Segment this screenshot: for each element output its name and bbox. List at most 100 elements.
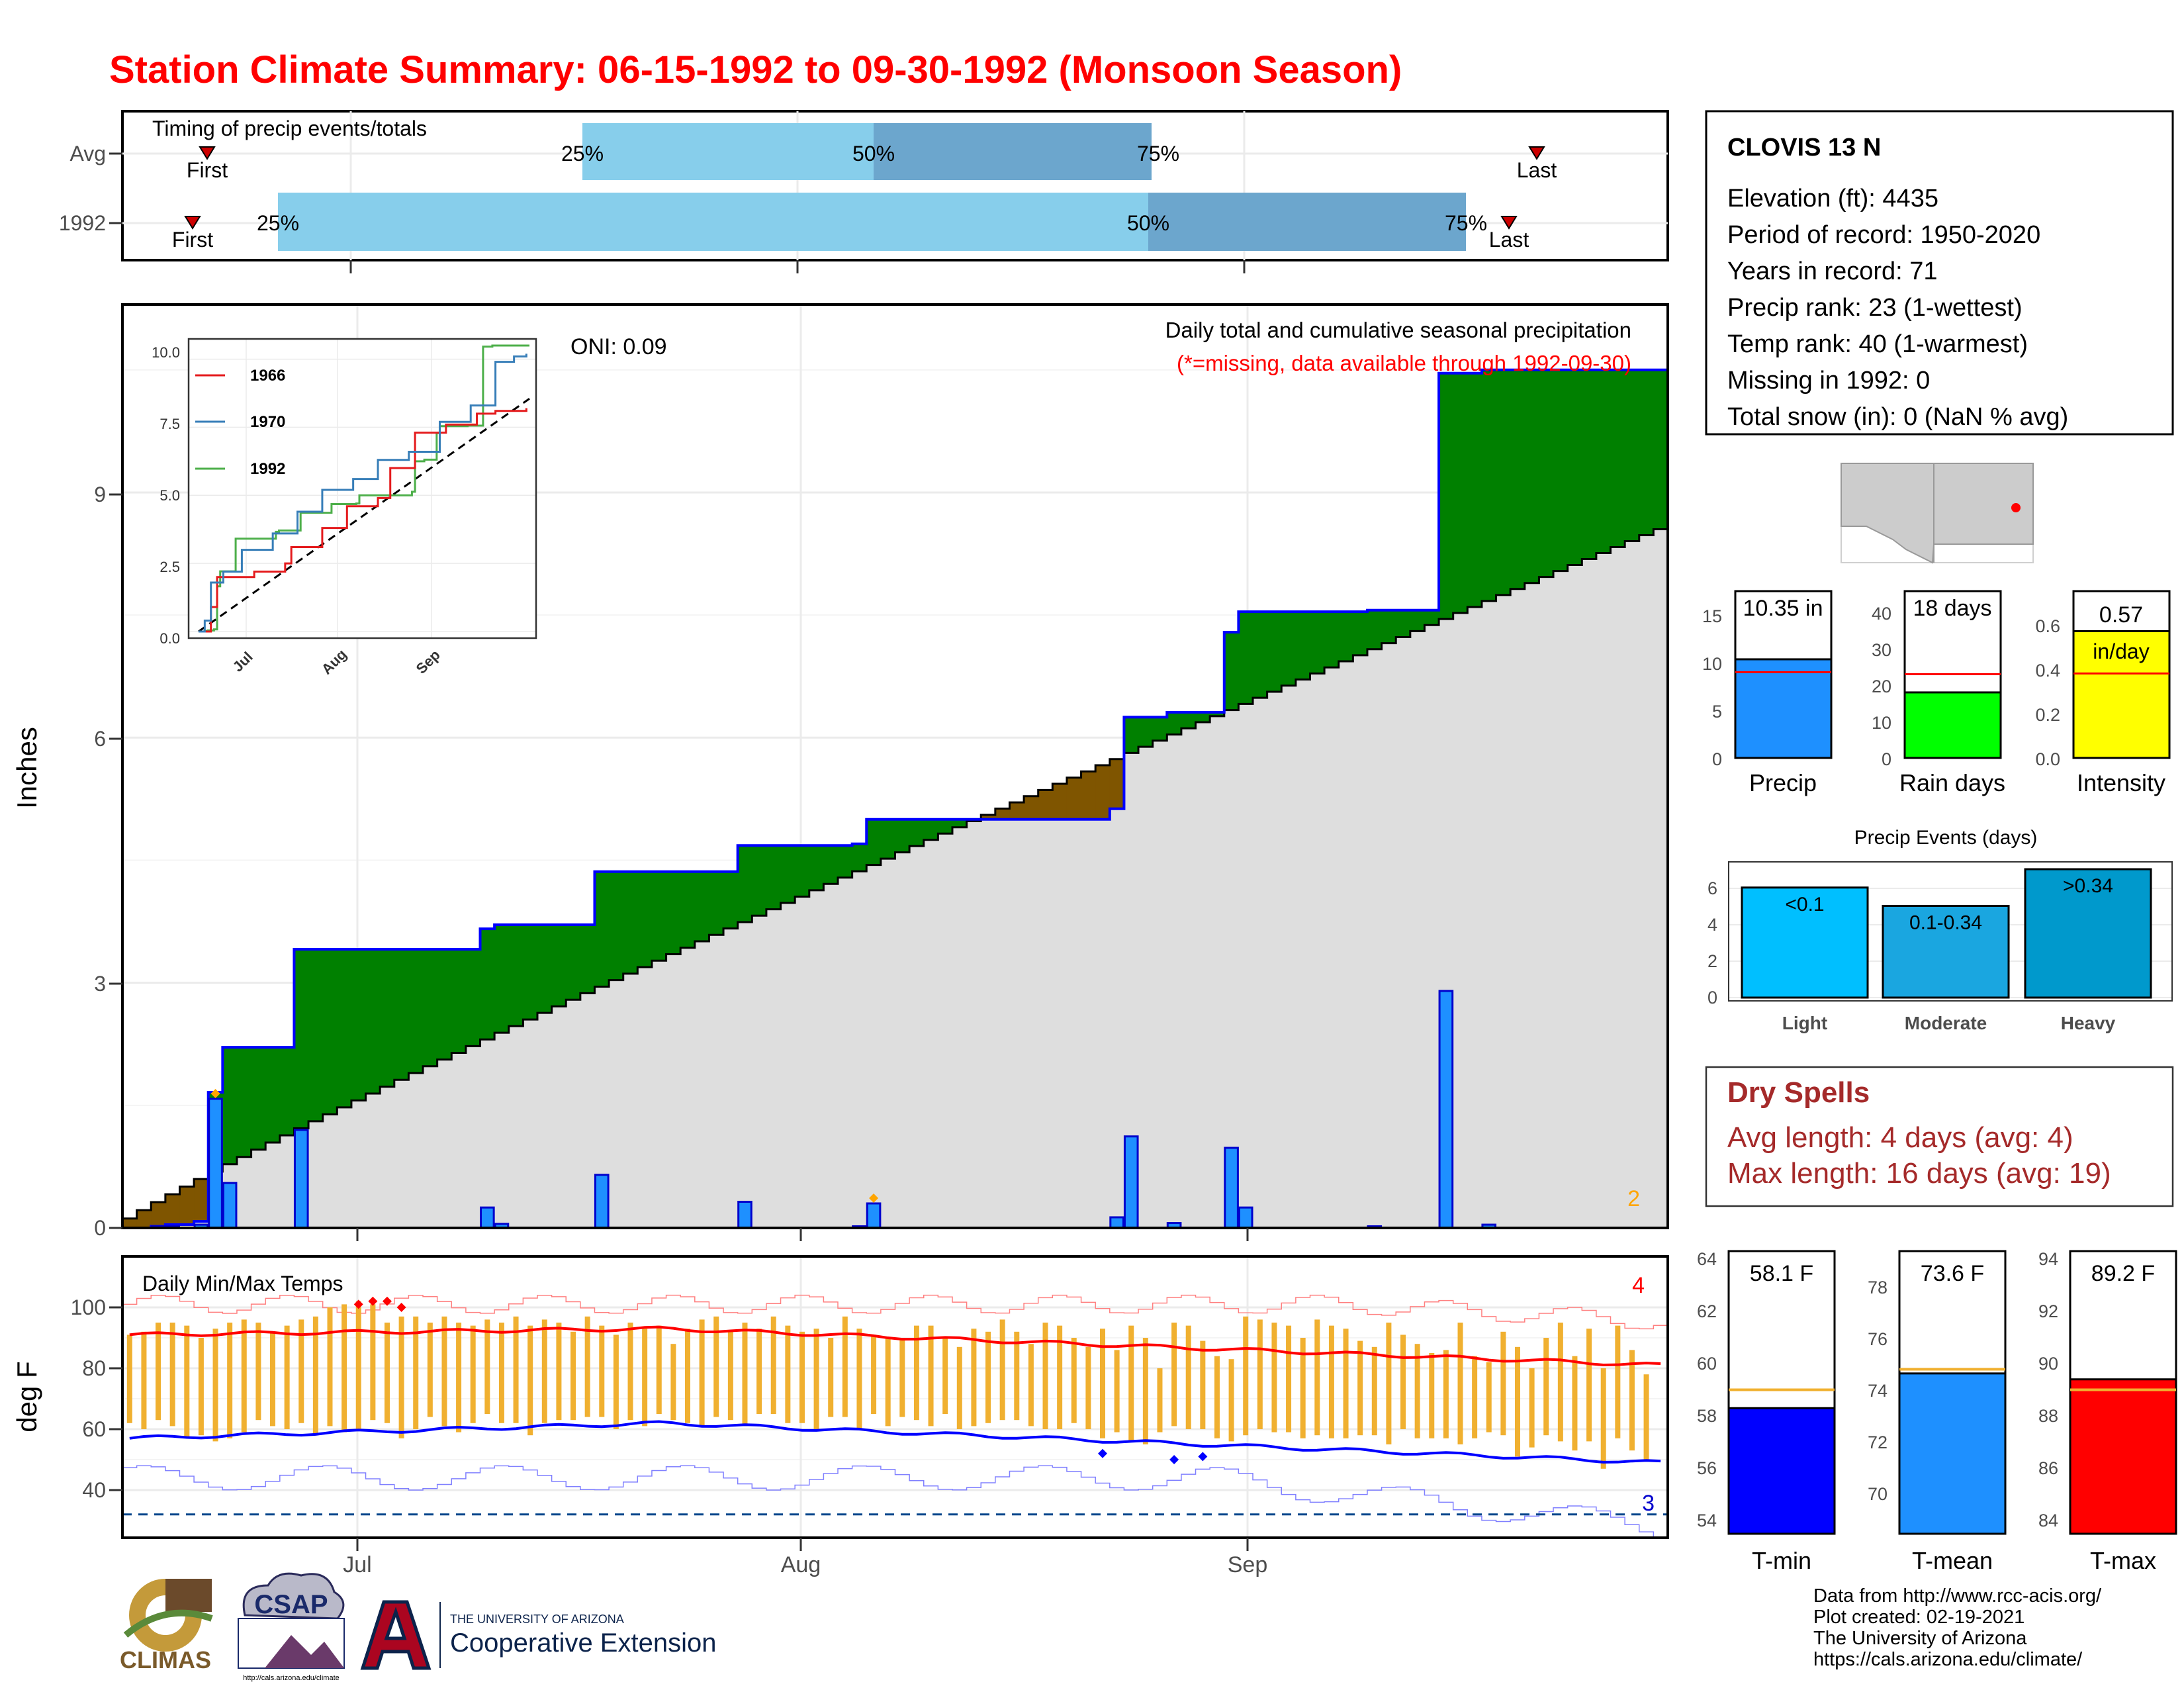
inset-legend-1966: 1966 xyxy=(250,367,285,385)
inset-line-1966 xyxy=(199,408,527,633)
above-avg-segment xyxy=(838,845,853,878)
temp-summary-bars: 58.1 F T-min 54 56 58 60 62 64 73.6 F T-… xyxy=(1697,1249,2177,1574)
above-avg-segment xyxy=(465,949,481,1047)
above-avg-segment xyxy=(594,871,610,987)
daily-temp-bar xyxy=(141,1331,147,1429)
daily-temp-bar xyxy=(1343,1329,1349,1438)
daily-temp-bar xyxy=(212,1329,218,1442)
above-avg-segment xyxy=(1210,712,1225,716)
xtick-jul: Jul xyxy=(343,1552,371,1577)
csap-logo[interactable]: CSAP http://cals.arizona.edu/climate xyxy=(238,1572,345,1682)
ua-line-1: THE UNIVERSITY OF ARIZONA xyxy=(450,1613,624,1626)
station-temp-rank: Temp rank: 40 (1-warmest) xyxy=(1727,330,2028,358)
daily-temp-bar xyxy=(427,1323,433,1417)
daily-temp-bar xyxy=(1443,1350,1449,1438)
above-avg-segment xyxy=(895,819,910,853)
climas-logo[interactable]: CLIMAS xyxy=(120,1579,213,1673)
temp-panel-label: Daily Min/Max Temps xyxy=(142,1272,343,1295)
avg-last-label: Last xyxy=(1517,158,1557,182)
credit-line-3: The University of Arizona xyxy=(1813,1628,2027,1649)
above-avg-segment xyxy=(1267,612,1282,692)
above-avg-segment xyxy=(1324,612,1340,668)
daily-temp-bar xyxy=(1200,1340,1206,1429)
cumulative-1992-line xyxy=(122,368,1668,1229)
daily-temp-bar xyxy=(1042,1323,1048,1429)
intensity-ytick-6: 0.6 xyxy=(2035,616,2060,636)
above-avg-segment xyxy=(1539,369,1554,577)
temp-panel: Daily Min/Max Temps 4 3 deg F 40 60 80 1… xyxy=(11,1255,1669,1577)
timing-row-1992: 1992 xyxy=(59,211,106,235)
station-info-box: CLOVIS 13 N Elevation (ft): 4435 Period … xyxy=(1705,110,2174,436)
above-avg-segment xyxy=(236,1047,252,1157)
daily-temp-bar xyxy=(169,1323,175,1427)
daily-precip-bar xyxy=(480,1206,495,1229)
event-tag-heavy: >0.34 xyxy=(2063,875,2113,897)
avg-cumulative-line xyxy=(122,528,1668,1220)
temp-ytick-60: 60 xyxy=(82,1417,106,1441)
above-avg-segment xyxy=(308,949,324,1121)
daily-temp-bar xyxy=(799,1331,805,1423)
above-avg-segment xyxy=(1453,373,1468,614)
daily-temp-bar xyxy=(1228,1359,1234,1442)
precip-summary-ytick-10: 10 xyxy=(1702,654,1722,674)
above-avg-segment xyxy=(537,924,553,1013)
daily-temp-bar xyxy=(1643,1374,1649,1460)
temp-count-hot: 4 xyxy=(1632,1273,1645,1298)
daily-temp-bar xyxy=(1057,1325,1063,1429)
precip-events-title: Precip Events (days) xyxy=(1854,827,2038,849)
daily-temp-bar xyxy=(1114,1350,1120,1432)
y1992-q75-label: 75% xyxy=(1445,211,1487,235)
above-avg-segment xyxy=(222,1047,238,1164)
above-avg-segment xyxy=(508,924,523,1027)
daily-precip-bar xyxy=(594,1174,610,1229)
daily-temp-bar xyxy=(813,1329,819,1429)
raindays-summary-value: 18 days xyxy=(1913,596,1991,621)
record-high-marker xyxy=(353,1299,363,1309)
above-avg-segment xyxy=(1295,612,1311,680)
daily-temp-bar xyxy=(327,1307,333,1427)
above-avg-segment xyxy=(365,949,381,1094)
tmin-ytick-56: 56 xyxy=(1697,1458,1717,1478)
ua-logo[interactable]: THE UNIVERSITY OF ARIZONA Cooperative Ex… xyxy=(360,1600,716,1670)
xtick-sep: Sep xyxy=(1228,1552,1268,1577)
daily-temp-bar xyxy=(484,1319,490,1414)
inset-ytick-2: 5.0 xyxy=(159,487,180,504)
avg-first-marker xyxy=(199,146,216,160)
daily-temp-bar xyxy=(1514,1346,1520,1457)
above-avg-segment xyxy=(1396,610,1411,637)
daily-temp-bar xyxy=(1472,1356,1478,1438)
events-label-light: Light xyxy=(1782,1013,1827,1033)
raindays-ytick-10: 10 xyxy=(1872,713,1891,733)
daily-temp-bar xyxy=(599,1325,605,1417)
inset-ytick-4: 10.0 xyxy=(152,344,180,361)
daily-temp-bar xyxy=(1328,1325,1334,1438)
daily-temp-bar xyxy=(685,1329,691,1423)
inset-ytick-0: 0.0 xyxy=(159,630,180,647)
above-avg-segment xyxy=(795,845,810,897)
locator-map xyxy=(1841,463,2034,564)
tmax-ytick-84: 84 xyxy=(2038,1511,2058,1530)
intensity-ytick-4: 0.4 xyxy=(2035,661,2060,680)
precip-panel: 0 3 6 9 Inches ONI: 0.09 Daily total and… xyxy=(11,303,1669,1241)
daily-temp-bar xyxy=(1286,1325,1292,1432)
daily-temp-bar xyxy=(198,1338,204,1436)
ua-line-2: Cooperative Extension xyxy=(450,1628,716,1658)
daily-temp-bar xyxy=(1429,1353,1435,1438)
above-avg-segment xyxy=(852,843,867,872)
daily-temp-bar xyxy=(370,1304,376,1421)
daily-temp-bar xyxy=(398,1316,404,1438)
daily-temp-bar xyxy=(942,1338,948,1414)
above-avg-segment xyxy=(1481,369,1497,601)
daily-temp-bar xyxy=(341,1304,347,1432)
above-avg-segment xyxy=(1224,632,1239,710)
above-avg-segment xyxy=(1567,369,1582,565)
daily-temp-bar xyxy=(1557,1323,1563,1442)
temp-ytick-80: 80 xyxy=(82,1356,106,1380)
daily-temp-bar xyxy=(713,1316,719,1417)
above-avg-segment xyxy=(1410,610,1426,632)
daily-temp-bar xyxy=(1414,1344,1420,1438)
dry-spells-max: Max length: 16 days (avg: 19) xyxy=(1727,1157,2111,1190)
inset-ytick-3: 7.5 xyxy=(159,416,180,432)
intensity-unit: in/day xyxy=(2093,639,2149,663)
daily-temp-bar xyxy=(312,1316,318,1436)
